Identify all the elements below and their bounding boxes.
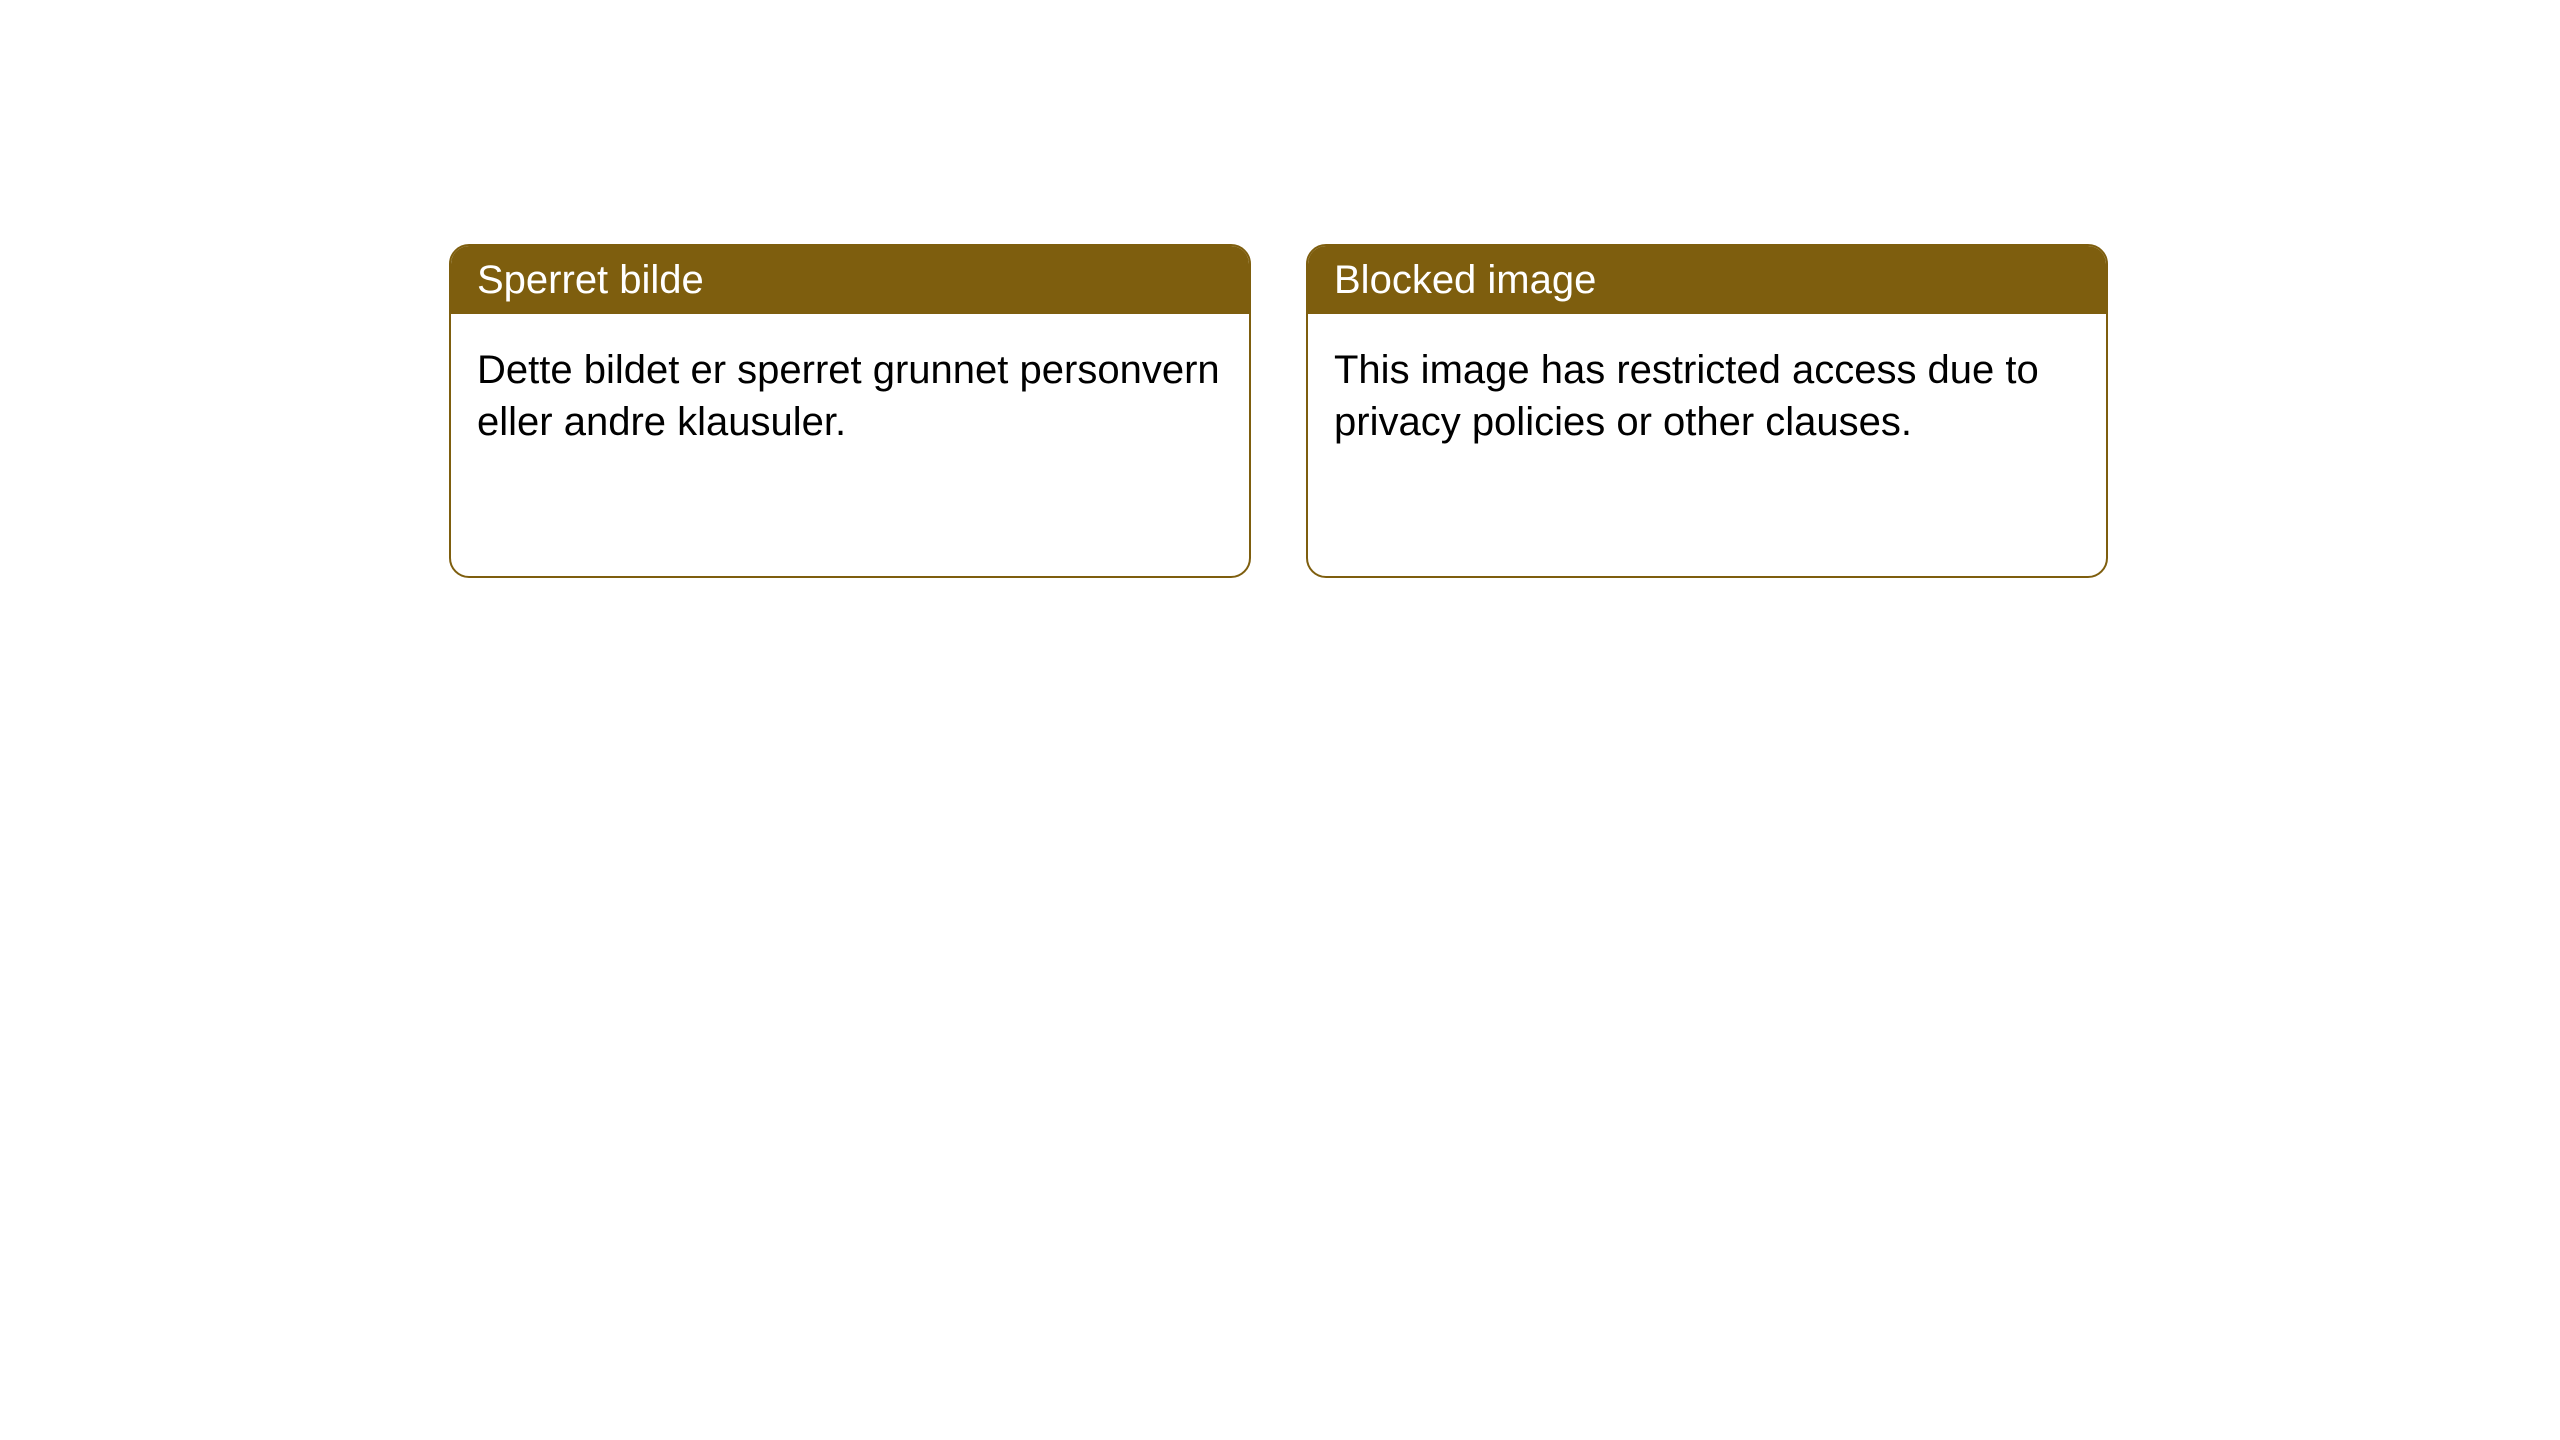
notice-body-english: This image has restricted access due to …	[1308, 314, 2106, 478]
notice-title-norwegian: Sperret bilde	[451, 246, 1249, 314]
notice-title-english: Blocked image	[1308, 246, 2106, 314]
notice-container: Sperret bilde Dette bildet er sperret gr…	[0, 0, 2560, 578]
notice-card-norwegian: Sperret bilde Dette bildet er sperret gr…	[449, 244, 1251, 578]
notice-card-english: Blocked image This image has restricted …	[1306, 244, 2108, 578]
notice-body-norwegian: Dette bildet er sperret grunnet personve…	[451, 314, 1249, 478]
